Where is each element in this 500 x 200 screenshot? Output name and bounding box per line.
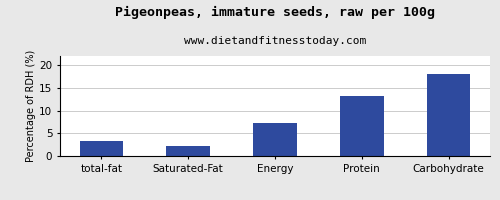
Bar [427,74,470,156]
Bar [80,141,123,156]
Bar [254,123,296,156]
Y-axis label: Percentage of RDH (%): Percentage of RDH (%) [26,50,36,162]
Text: Pigeonpeas, immature seeds, raw per 100g: Pigeonpeas, immature seeds, raw per 100g [115,6,435,19]
Text: www.dietandfitnesstoday.com: www.dietandfitnesstoday.com [184,36,366,46]
Bar [340,96,384,156]
Bar [166,146,210,156]
